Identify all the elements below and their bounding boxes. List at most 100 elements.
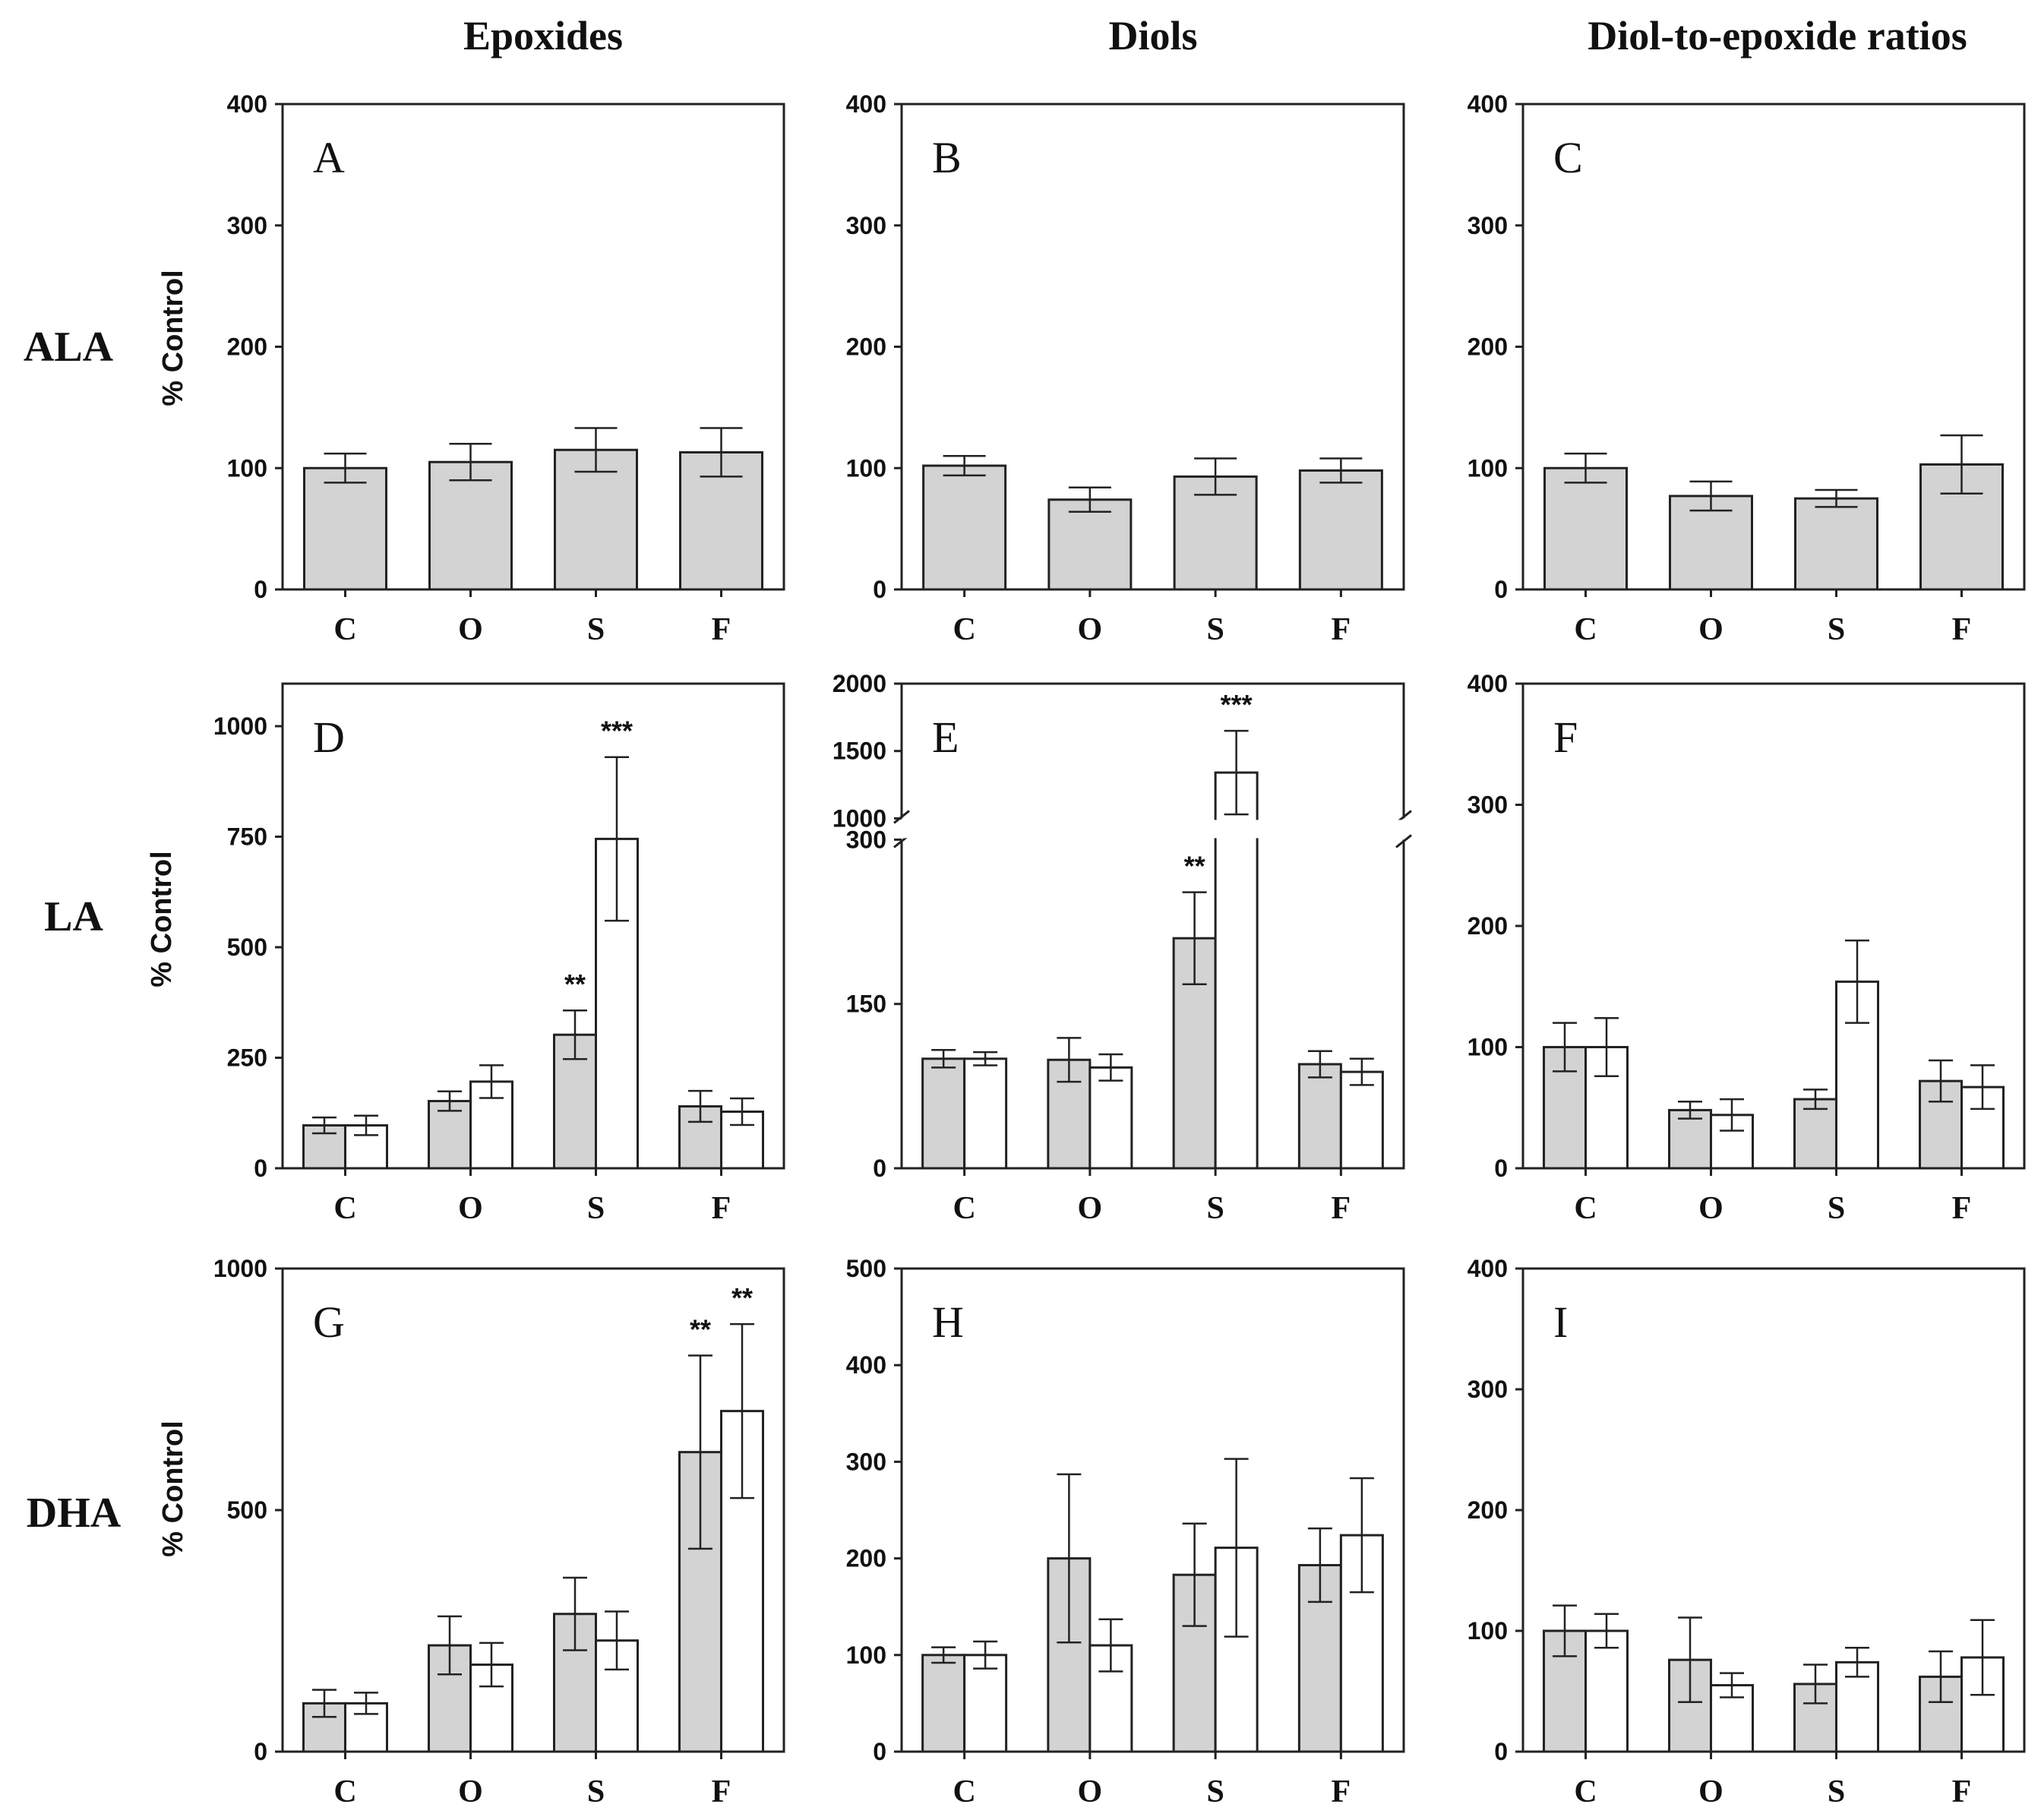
x-tick-label: C [1574, 1191, 1597, 1226]
x-tick-label: S [1206, 612, 1224, 647]
bar-gray-c [1543, 466, 1628, 591]
y-tick-label: 0 [873, 1155, 886, 1182]
significance-mark: *** [1221, 689, 1253, 720]
bar-gray-s [554, 448, 638, 591]
error-bar [1057, 1473, 1082, 1644]
bar-gray-c [922, 464, 1007, 591]
error-bar [312, 1689, 336, 1718]
error-bar [1349, 1057, 1374, 1086]
y-tick-label: 1000 [213, 713, 267, 740]
error-bar [1940, 434, 1983, 495]
x-tick-label: C [333, 612, 356, 647]
panel-letter: A [313, 133, 345, 182]
x-tick-label: S [1828, 1191, 1845, 1226]
x-tick-label: S [1206, 1774, 1224, 1809]
bar-white-o [1710, 1114, 1754, 1170]
error-bar [1182, 891, 1207, 985]
bar-white-c [963, 1057, 1008, 1170]
error-bar [324, 452, 367, 484]
y-tick-label: 500 [227, 1496, 267, 1524]
y-tick-label: 0 [254, 1155, 267, 1182]
bar-gray-c [303, 466, 387, 591]
panel-g: 0 500 1000 G C O S F ** ** [213, 1255, 785, 1809]
bar-white-o [1088, 1066, 1133, 1170]
panel-f: 0 100 200 300 400 F C O S F [1468, 670, 2026, 1226]
error-bar [1720, 1672, 1744, 1698]
panel-letter: E [932, 713, 959, 762]
y-tick-label: 750 [227, 823, 267, 851]
y-tick-label: 200 [1468, 1496, 1508, 1524]
error-bar [730, 1097, 754, 1126]
y-tick-label: 300 [846, 212, 886, 239]
bar-white-s [1214, 771, 1259, 1170]
panel-b: 0 100 200 300 400 B C O S F [846, 90, 1405, 647]
y-tick-label: 300 [846, 826, 886, 853]
y-tick-label: 400 [846, 1351, 886, 1379]
plot-frame [281, 682, 785, 1170]
y-tick-label: 100 [846, 454, 886, 482]
error-bar [354, 1114, 378, 1136]
error-bar [574, 427, 618, 473]
error-bar [943, 455, 986, 477]
error-bar [931, 1049, 956, 1069]
y-tick-label: 100 [1468, 454, 1508, 482]
y-tick-label: 300 [1468, 792, 1508, 819]
error-bar [1349, 1477, 1374, 1594]
x-tick-label: F [712, 1191, 731, 1226]
x-tick-label: O [458, 612, 483, 647]
bar-gray-o [428, 460, 513, 591]
y-tick-label: 200 [846, 333, 886, 361]
x-tick-label: F [1952, 1191, 1972, 1226]
y-axis-label-row2: % Control [146, 851, 178, 987]
error-bar [1689, 480, 1733, 512]
panel-i: 0 100 200 300 400 I C O S F [1468, 1255, 2026, 1809]
x-tick-label: S [1206, 1191, 1224, 1226]
x-tick-label: S [1828, 1774, 1845, 1809]
error-bar [1594, 1016, 1619, 1078]
plot-frame [900, 1267, 1405, 1753]
bar-white-s [1214, 1547, 1259, 1753]
error-bar [1803, 1089, 1828, 1111]
y-tick-label: 1000 [833, 804, 886, 832]
y-tick-label: 1500 [833, 738, 886, 765]
x-tick-label: O [1078, 1191, 1103, 1226]
panel-letter: G [313, 1297, 345, 1347]
y-tick-label: 100 [1468, 1034, 1508, 1061]
error-bar [1224, 1458, 1249, 1638]
error-bar [688, 1354, 712, 1550]
error-bar [563, 1576, 587, 1651]
x-tick-label: F [1332, 612, 1351, 647]
error-bar [479, 1641, 504, 1688]
x-tick-label: F [1952, 1774, 1972, 1809]
row-label-dha: DHA [27, 1490, 122, 1537]
error-bar [1845, 1647, 1869, 1678]
y-tick-label: 300 [1468, 212, 1508, 239]
y-tick-label: 100 [1468, 1617, 1508, 1645]
y-tick-label: 200 [846, 1545, 886, 1572]
y-tick-label: 0 [1494, 1738, 1508, 1765]
y-tick-label: 100 [846, 1641, 886, 1669]
y-tick-label: 200 [227, 333, 267, 361]
column-title-diols: Diols [1108, 13, 1197, 58]
y-tick-label: 0 [1494, 576, 1508, 603]
x-tick-label: S [587, 612, 605, 647]
y-tick-label: 400 [1468, 1255, 1508, 1282]
panel-h: 0 100 200 300 400 500 H C O S F [846, 1255, 1405, 1809]
y-tick-label: 200 [1468, 912, 1508, 940]
bar-gray-o [1047, 498, 1133, 591]
y-tick-label: 2000 [833, 670, 886, 697]
x-tick-label: C [953, 1774, 975, 1809]
bar-gray-f [1298, 469, 1383, 591]
y-tick-label: 150 [846, 991, 886, 1018]
error-bar [1319, 457, 1363, 484]
bar-white-c [1584, 1629, 1629, 1753]
y-tick-label: 300 [846, 1448, 886, 1475]
significance-mark: *** [601, 716, 633, 747]
column-title-epoxides: Epoxides [463, 13, 623, 58]
significance-mark: ** [690, 1313, 711, 1344]
y-axis-label-row3: % Control [157, 1420, 189, 1556]
significance-mark: ** [564, 968, 586, 1000]
y-tick-label: 500 [846, 1255, 886, 1282]
error-bar [1678, 1616, 1702, 1704]
